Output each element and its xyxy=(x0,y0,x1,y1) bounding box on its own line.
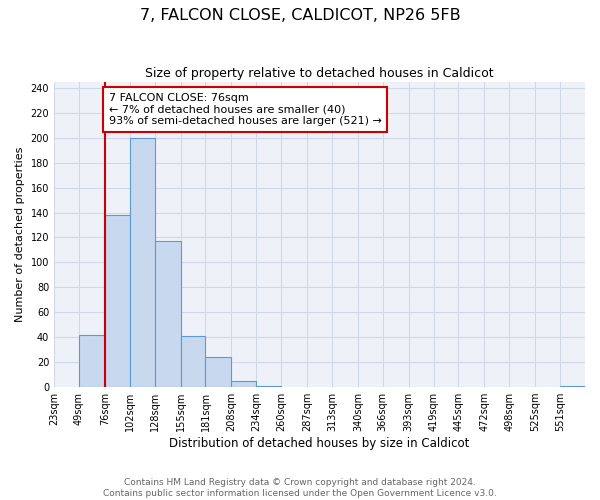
Bar xyxy=(105,215,130,387)
Bar xyxy=(205,357,232,387)
Bar xyxy=(181,336,205,387)
Text: 7 FALCON CLOSE: 76sqm
← 7% of detached houses are smaller (40)
93% of semi-detac: 7 FALCON CLOSE: 76sqm ← 7% of detached h… xyxy=(109,93,382,126)
Bar xyxy=(79,334,105,387)
Bar xyxy=(130,138,155,387)
Bar xyxy=(560,386,585,387)
Y-axis label: Number of detached properties: Number of detached properties xyxy=(15,146,25,322)
Text: Contains HM Land Registry data © Crown copyright and database right 2024.
Contai: Contains HM Land Registry data © Crown c… xyxy=(103,478,497,498)
Bar xyxy=(256,386,281,387)
Bar xyxy=(155,241,181,387)
Bar xyxy=(232,381,256,387)
Text: 7, FALCON CLOSE, CALDICOT, NP26 5FB: 7, FALCON CLOSE, CALDICOT, NP26 5FB xyxy=(140,8,460,22)
X-axis label: Distribution of detached houses by size in Caldicot: Distribution of detached houses by size … xyxy=(169,437,470,450)
Title: Size of property relative to detached houses in Caldicot: Size of property relative to detached ho… xyxy=(145,68,494,80)
